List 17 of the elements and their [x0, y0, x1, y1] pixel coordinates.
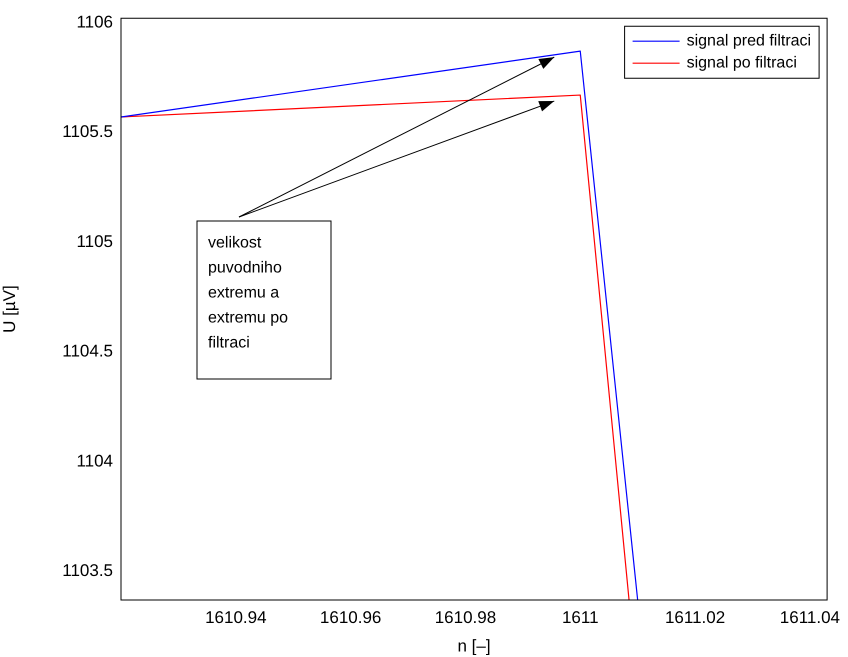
y-tick-label: 1106	[76, 12, 113, 32]
y-tick-label: 1105	[76, 232, 113, 251]
x-tick-label: 1611.02	[664, 608, 726, 627]
x-axis-title: n [–]	[458, 636, 491, 656]
y-tick-label: 1105.5	[62, 122, 113, 142]
y-tick-label: 1104.5	[62, 342, 113, 361]
x-tick-label: 1611.04	[780, 608, 840, 627]
x-tick-label: 1610.98	[434, 608, 496, 627]
y-tick-label: 1103.5	[62, 561, 113, 580]
y-axis-title: U [µV]	[0, 285, 19, 333]
x-tick-label: 1610.94	[205, 608, 267, 627]
x-tick-label: 1611	[562, 608, 599, 627]
legend-label: signal po filtraci	[686, 54, 797, 72]
annotation: velikost puvodniho extremu a extremu po filtraci	[208, 234, 288, 352]
legend-label: signal pred filtraci	[686, 32, 812, 50]
y-tick-label: 1104	[76, 451, 113, 470]
x-tick-label: 1610.96	[320, 608, 382, 627]
